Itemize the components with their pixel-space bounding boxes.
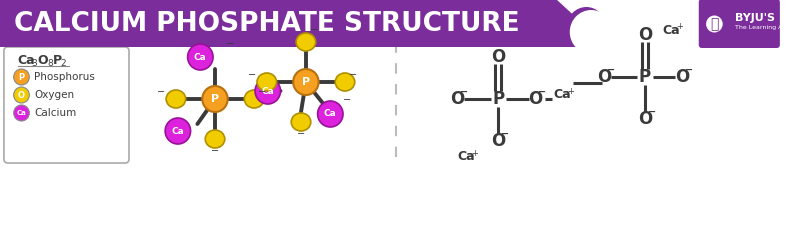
Text: Ca: Ca — [17, 110, 26, 116]
Circle shape — [202, 86, 228, 112]
Circle shape — [14, 105, 30, 121]
Text: Ca: Ca — [662, 24, 680, 38]
Circle shape — [165, 118, 190, 144]
Ellipse shape — [296, 33, 316, 51]
Text: O: O — [529, 90, 542, 108]
Text: BYJU'S: BYJU'S — [735, 13, 775, 23]
Text: Oxygen: Oxygen — [34, 90, 74, 100]
Text: O: O — [638, 26, 652, 44]
Text: O: O — [491, 132, 506, 150]
Text: −: − — [648, 107, 656, 117]
FancyBboxPatch shape — [4, 47, 129, 163]
Text: P: P — [18, 73, 25, 82]
Text: −: − — [343, 95, 351, 105]
Text: −: − — [460, 87, 468, 97]
Text: −: − — [310, 25, 318, 35]
Circle shape — [14, 69, 30, 85]
Text: P: P — [639, 68, 651, 86]
Circle shape — [706, 16, 722, 33]
Text: O: O — [597, 68, 611, 86]
Text: −: − — [606, 65, 615, 75]
Text: 2: 2 — [61, 59, 66, 67]
Text: +: + — [676, 22, 683, 32]
Text: O: O — [18, 90, 25, 100]
Text: CALCIUM PHOSPHATE STRUCTURE: CALCIUM PHOSPHATE STRUCTURE — [14, 11, 519, 37]
Text: Ca: Ca — [324, 109, 337, 119]
Text: Calcium: Calcium — [34, 108, 77, 118]
Text: P: P — [211, 94, 219, 104]
Ellipse shape — [166, 90, 186, 108]
Polygon shape — [0, 0, 586, 47]
Ellipse shape — [206, 130, 225, 148]
Circle shape — [188, 44, 213, 70]
Text: −: − — [157, 87, 166, 97]
Text: O: O — [675, 68, 690, 86]
Circle shape — [570, 10, 613, 54]
Text: −: − — [501, 129, 510, 139]
Circle shape — [14, 87, 30, 103]
Circle shape — [293, 69, 318, 95]
Text: +: + — [567, 86, 574, 96]
FancyBboxPatch shape — [698, 0, 780, 48]
Text: Ca: Ca — [171, 126, 184, 136]
Text: +: + — [471, 148, 478, 158]
Text: −: − — [226, 39, 234, 49]
Ellipse shape — [291, 113, 310, 131]
Ellipse shape — [257, 73, 277, 91]
Text: 8: 8 — [47, 59, 53, 67]
Circle shape — [255, 78, 281, 104]
Text: −: − — [349, 70, 357, 80]
Ellipse shape — [335, 73, 354, 91]
Text: O: O — [638, 110, 652, 128]
Text: Ca: Ca — [553, 88, 570, 102]
Text: O: O — [491, 48, 506, 66]
Text: Ca: Ca — [458, 150, 475, 164]
Text: Ca: Ca — [18, 54, 35, 66]
Text: −: − — [538, 87, 546, 97]
Text: Ⓑ: Ⓑ — [710, 17, 718, 31]
Text: P: P — [53, 54, 62, 66]
Ellipse shape — [244, 90, 264, 108]
Text: −: − — [685, 65, 693, 75]
Text: Phosphorus: Phosphorus — [34, 72, 95, 82]
Circle shape — [318, 101, 343, 127]
Circle shape — [567, 7, 606, 47]
Text: 3: 3 — [31, 59, 37, 67]
Text: O: O — [450, 90, 465, 108]
Text: −: − — [258, 87, 266, 97]
Text: Ca: Ca — [194, 53, 206, 62]
Text: −: − — [211, 146, 219, 156]
Text: P: P — [492, 90, 505, 108]
Text: Ca: Ca — [262, 86, 274, 96]
Text: −: − — [297, 129, 305, 139]
Text: O: O — [37, 54, 48, 66]
Text: The Learning App: The Learning App — [735, 25, 790, 30]
Text: −: − — [248, 70, 256, 80]
Text: P: P — [302, 77, 310, 87]
